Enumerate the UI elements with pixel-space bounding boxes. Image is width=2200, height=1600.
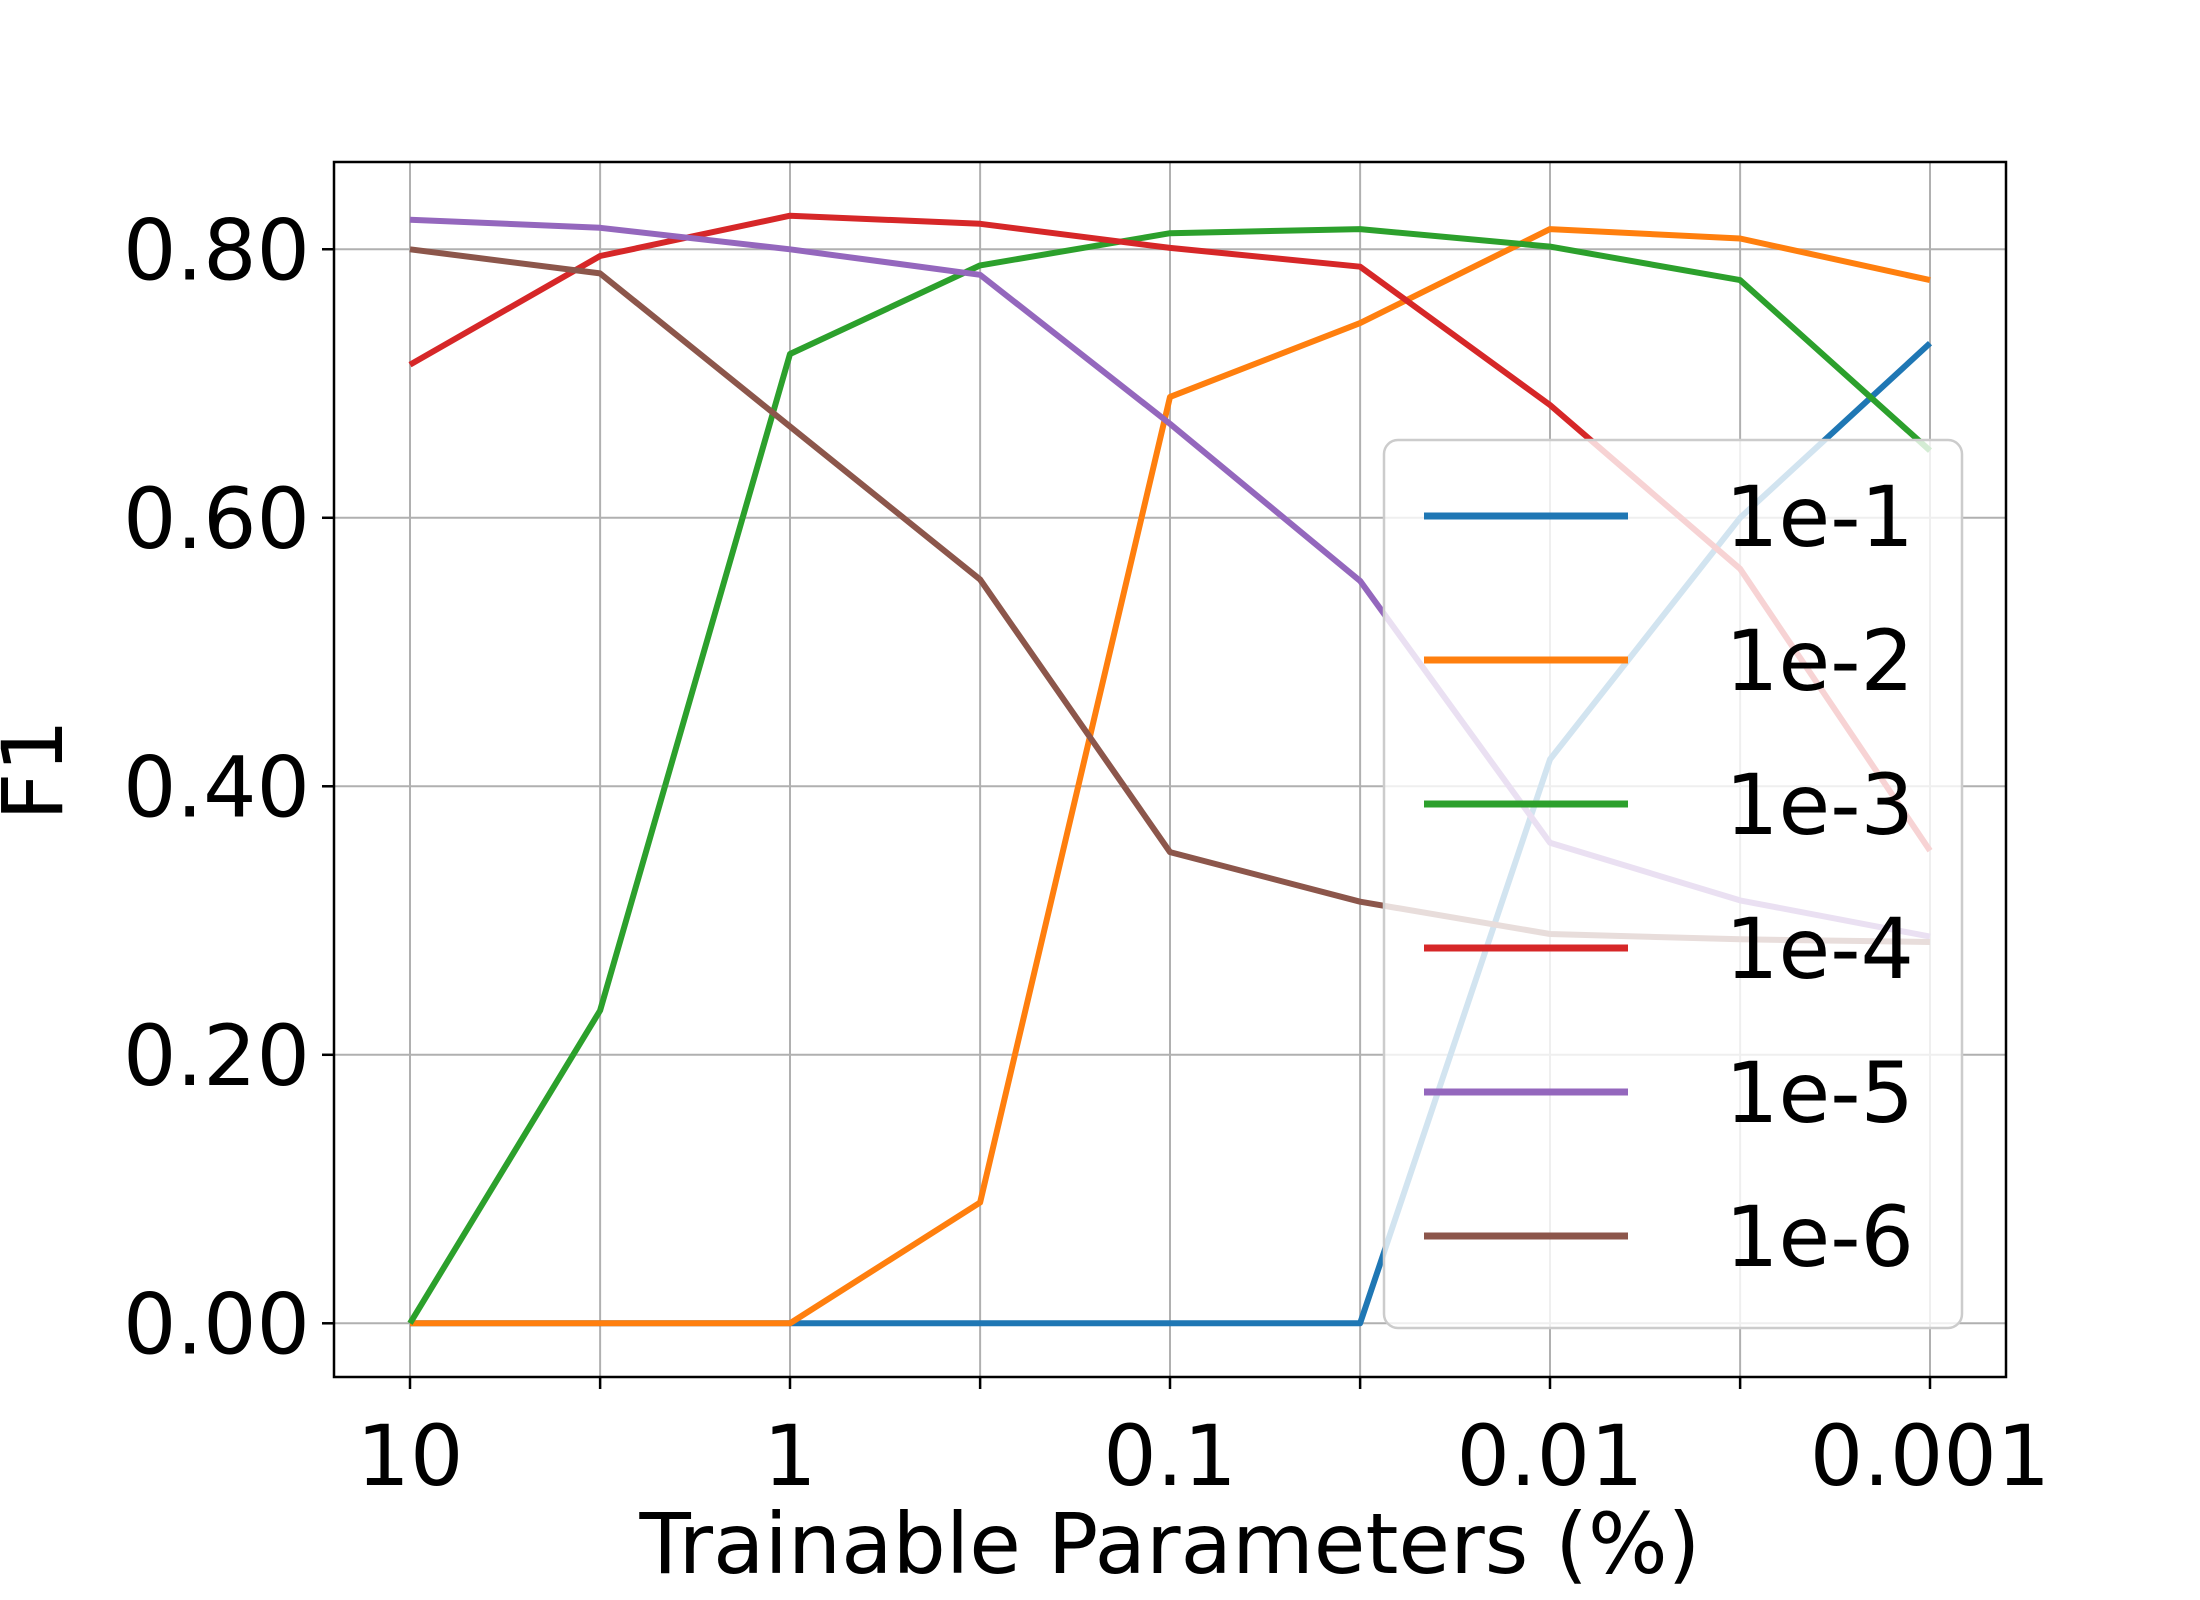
legend-label-1e-4: 1e-4 (1725, 900, 1914, 998)
y-tick-label: 0.20 (123, 1007, 310, 1105)
series-line-1e-2 (410, 226, 1931, 1327)
legend-label-1e-5: 1e-5 (1725, 1044, 1914, 1142)
legend-label-1e-3: 1e-3 (1725, 756, 1914, 854)
x-tick-label: 0.01 (1456, 1407, 1643, 1505)
y-tick-label: 0.80 (123, 201, 310, 299)
y-tick-label: 0.60 (123, 470, 310, 568)
x-tick-label: 1 (763, 1407, 816, 1505)
ticks: 10 1 0.1 0.01 0.001 0.00 0.20 0.40 0.60 0.80 (123, 201, 2050, 1505)
legend-label-1e-1: 1e-1 (1725, 468, 1914, 566)
x-tick-label: 0.1 (1103, 1407, 1237, 1505)
series-line-1e-3 (407, 226, 1933, 1325)
legend: 1e-1 1e-2 1e-3 1e-4 1e-5 1e-6 (1382, 438, 1964, 1330)
legend-label-1e-6: 1e-6 (1725, 1188, 1914, 1286)
y-tick-label: 0.40 (123, 738, 310, 836)
x-axis-label: Trainable Parameters (%) (639, 1495, 1701, 1593)
x-tick-label: 10 (357, 1407, 464, 1505)
x-tick-label: 0.001 (1810, 1407, 2050, 1505)
y-tick-label: 0.00 (123, 1275, 310, 1373)
legend-label-1e-2: 1e-2 (1725, 612, 1914, 710)
y-axis-label: F1 (0, 719, 82, 821)
